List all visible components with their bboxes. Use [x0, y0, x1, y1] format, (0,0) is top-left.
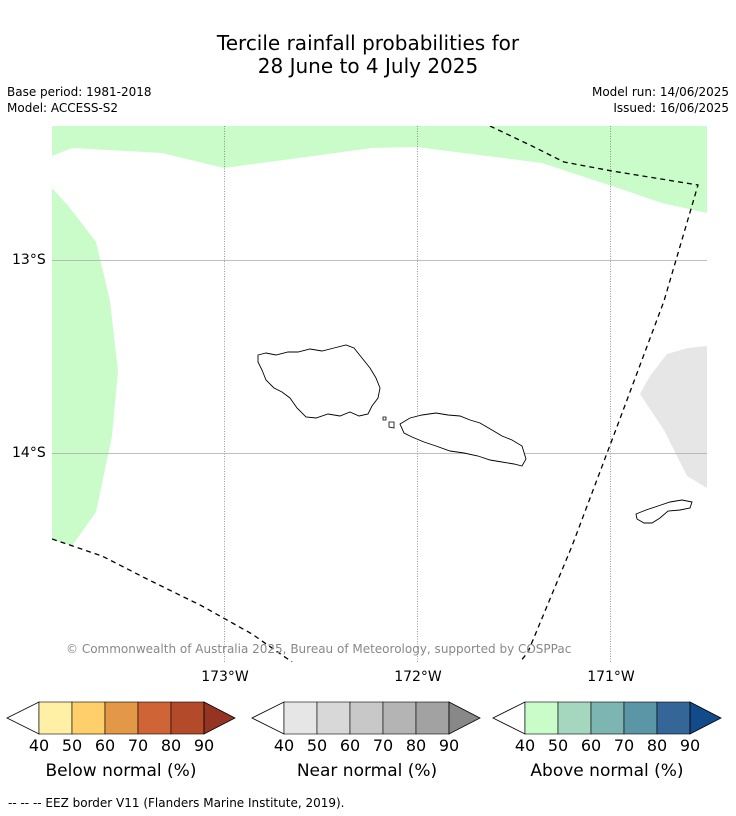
colorbar-tick-label: 80: [160, 736, 182, 755]
colorbar-tick-label: 40: [514, 736, 536, 755]
colorbar-segment: [656, 701, 691, 735]
islet: [388, 421, 395, 429]
colorbar-tick-label: 60: [339, 736, 361, 755]
model-name: Model: ACCESS-S2: [7, 101, 119, 115]
issued-date: Issued: 16/06/2025: [613, 101, 729, 115]
copyright-text: © Commonwealth of Australia 2025, Bureau…: [66, 642, 571, 656]
lon-label-173w: 173°W: [201, 669, 249, 685]
meridian-lines: [224, 126, 611, 662]
map-canvas: © Commonwealth of Australia 2025, Bureau…: [52, 126, 707, 662]
above-normal-region-north: [52, 126, 707, 213]
title-line-2: 28 June to 4 July 2025: [257, 54, 479, 78]
lon-label-171w: 171°W: [587, 669, 635, 685]
colorbar-label-near: Near normal (%): [296, 761, 438, 781]
colorbar-segment: [415, 701, 450, 735]
colorbar-segment: [557, 701, 592, 735]
colorbar-tick-label: 70: [372, 736, 394, 755]
colorbar-above-normal: [492, 701, 722, 735]
above-normal-region-west: [52, 188, 118, 546]
colorbar-segment: [71, 701, 106, 735]
colorbar-label-above: Above normal (%): [530, 761, 684, 781]
eez-border: [52, 126, 699, 662]
colorbar-extend-low: [251, 701, 285, 735]
colorbar-tick-label: 90: [438, 736, 460, 755]
colorbar-tick-label: 60: [580, 736, 602, 755]
colorbar-extend-high: [448, 701, 481, 735]
colorbar-extend-low: [492, 701, 526, 735]
upolu-island: [399, 412, 527, 467]
lon-label-172w: 172°W: [394, 669, 442, 685]
colorbar-segment: [349, 701, 384, 735]
colorbar-segment: [137, 701, 172, 735]
savaii-island: [257, 344, 381, 419]
colorbar-tick-label: 90: [679, 736, 701, 755]
colorbar-segment: [170, 701, 205, 735]
colorbar-segment: [316, 701, 351, 735]
model-run: Model run: 14/06/2025: [591, 85, 729, 99]
colorbar-tick-label: 70: [613, 736, 635, 755]
islet: [382, 416, 387, 421]
colorbar-tick-label: 80: [405, 736, 427, 755]
map-panel: © Commonwealth of Australia 2025, Bureau…: [52, 126, 707, 662]
colorbar-extend-high: [689, 701, 722, 735]
colorbar-segment: [524, 701, 559, 735]
colorbar-tick-label: 40: [273, 736, 295, 755]
eez-footnote: -- -- -- EEZ border V11 (Flanders Marine…: [8, 796, 345, 810]
base-period: Base period: 1981-2018: [7, 85, 152, 99]
colorbar-tick-label: 80: [646, 736, 668, 755]
colorbar-segment: [283, 701, 318, 735]
parallel-lines: [52, 260, 707, 454]
near-normal-region-east: [640, 346, 707, 488]
title-line-1: Tercile rainfall probabilities for: [216, 31, 520, 55]
colorbar-tick-label: 40: [28, 736, 50, 755]
colorbar-segment: [623, 701, 658, 735]
colorbar-segment: [382, 701, 417, 735]
colorbar-tick-label: 90: [193, 736, 215, 755]
colorbar-tick-label: 70: [127, 736, 149, 755]
lat-label-14s: 14°S: [12, 445, 46, 461]
colorbar-near-normal: [251, 701, 481, 735]
tutuila-island: [635, 499, 693, 524]
colorbar-segment: [104, 701, 139, 735]
colorbar-tick-label: 60: [94, 736, 116, 755]
colorbar-below-normal: [6, 701, 236, 735]
colorbar-tick-label: 50: [306, 736, 328, 755]
colorbar-label-below: Below normal (%): [45, 761, 197, 781]
lat-label-13s: 13°S: [12, 252, 46, 268]
colorbar-segment: [38, 701, 73, 735]
colorbar-tick-label: 50: [61, 736, 83, 755]
colorbar-segment: [590, 701, 625, 735]
colorbar-extend-low: [6, 701, 40, 735]
colorbar-extend-high: [203, 701, 236, 735]
colorbar-tick-label: 50: [547, 736, 569, 755]
